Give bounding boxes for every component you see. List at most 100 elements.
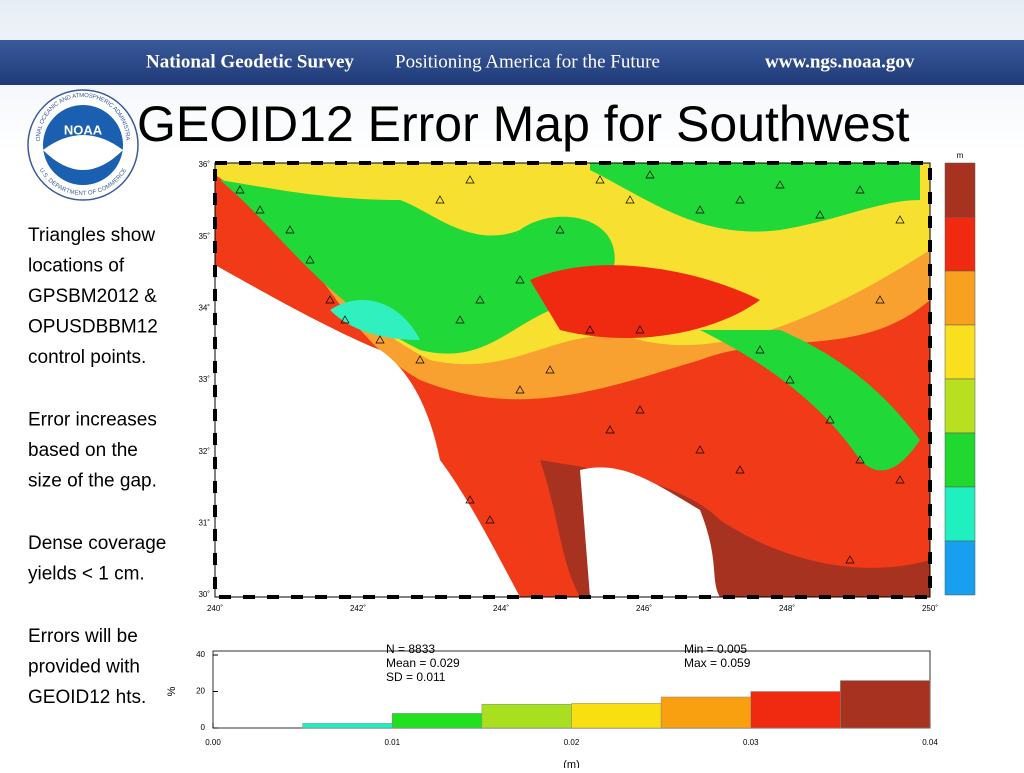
map-x-tick-label: 242˚	[350, 604, 366, 613]
control-point	[555, 225, 565, 234]
y-tick-label: 0	[201, 723, 206, 732]
colorbar-swatch	[944, 486, 976, 542]
control-point	[325, 295, 335, 304]
control-point	[515, 275, 525, 284]
map-y-tick-label: 33˚	[198, 375, 210, 384]
note-line: GEOID12 hts.	[28, 687, 146, 708]
y-axis-label: %	[166, 686, 178, 696]
control-point	[625, 195, 635, 204]
colorbar-swatch	[944, 324, 976, 380]
control-point	[415, 355, 425, 364]
map-zone	[330, 300, 420, 340]
note-line: GPSBM2012 &	[28, 286, 157, 307]
note-line: size of the gap.	[28, 471, 157, 492]
control-point	[545, 365, 555, 374]
map-zone	[590, 163, 920, 232]
bar	[481, 704, 572, 729]
control-point	[340, 315, 350, 324]
map-y-tick-label: 32˚	[198, 447, 210, 456]
control-point	[755, 345, 765, 354]
control-point	[235, 185, 245, 194]
control-point	[465, 495, 475, 504]
map-zone	[530, 265, 760, 339]
x-axis-label: (m)	[563, 759, 580, 768]
map-y-tick-label: 31˚	[198, 518, 210, 527]
control-point	[855, 185, 865, 194]
colorbar-swatch	[944, 432, 976, 488]
control-point	[435, 195, 445, 204]
logo-bird	[43, 135, 123, 170]
control-point	[285, 225, 295, 234]
control-point	[305, 255, 315, 264]
control-point	[255, 205, 265, 214]
note-line: Triangles show	[28, 225, 155, 246]
tagline: Positioning America for the Future	[395, 51, 660, 72]
control-point	[455, 315, 465, 324]
note-line: locations of	[28, 256, 125, 277]
map: m 240˚ 242˚ 244˚ 246˚ 248˚ 250˚ 36˚ 35˚ 34˚ 33˚ 32…	[198, 151, 976, 613]
note-line: yields < 1 cm.	[28, 564, 145, 585]
map-y-tick-label: 30˚	[198, 590, 210, 599]
colorbar-swatch	[944, 270, 976, 326]
control-point	[515, 385, 525, 394]
map-x-tick-label: 250˚	[922, 604, 938, 613]
control-point	[895, 215, 905, 224]
y-tick-label: 40	[196, 650, 205, 659]
control-point	[465, 175, 475, 184]
x-tick-label: 0.02	[564, 738, 580, 747]
note-line: Errors will be	[28, 626, 138, 647]
control-point	[775, 180, 785, 189]
map-x-tick-label: 240˚	[207, 604, 223, 613]
control-point	[735, 465, 745, 474]
map-zone	[700, 330, 920, 471]
x-tick-label: 0.01	[384, 738, 400, 747]
control-point	[485, 515, 495, 524]
bar	[302, 723, 393, 729]
map-x-tick-label: 244˚	[493, 604, 509, 613]
control-point	[645, 170, 655, 179]
control-point	[635, 405, 645, 414]
control-point	[825, 415, 835, 424]
control-point	[695, 445, 705, 454]
control-point	[895, 475, 905, 484]
control-point	[815, 210, 825, 219]
bar	[571, 703, 662, 729]
control-point	[605, 425, 615, 434]
colorbar-swatch	[944, 540, 976, 596]
note-line: control points.	[28, 347, 146, 368]
note-line: Error increases	[28, 410, 157, 431]
bar	[660, 696, 751, 729]
map-zone	[220, 180, 615, 354]
annotation: Min = 0.005	[684, 642, 747, 656]
map-frame	[214, 162, 931, 598]
control-point	[595, 175, 605, 184]
note-line: provided with	[28, 657, 140, 678]
control-point	[735, 195, 745, 204]
map-mexico	[215, 265, 520, 597]
logo-text: NOAA	[64, 122, 103, 137]
map-x-tick-label: 248˚	[779, 604, 795, 613]
map-x-tick-label: 246˚	[636, 604, 652, 613]
notes: Triangles show locations of GPSBM2012 & OPU…	[28, 225, 166, 708]
note-line: based on the	[28, 440, 138, 461]
x-tick-label: 0.03	[743, 738, 759, 747]
control-point	[785, 375, 795, 384]
colorbar-unit: m	[957, 151, 964, 160]
colorbar-swatch	[944, 162, 976, 218]
annotation: Max = 0.059	[684, 656, 751, 670]
note-line: Dense coverage	[28, 533, 166, 554]
annotation: SD = 0.011	[386, 670, 446, 684]
header-bar	[0, 40, 1024, 85]
control-point	[475, 295, 485, 304]
colorbar-swatch	[944, 378, 976, 434]
map-y-tick-label: 34˚	[198, 303, 210, 312]
map-mexico	[580, 467, 720, 597]
colorbar-swatch	[944, 216, 976, 272]
control-point	[695, 205, 705, 214]
control-point	[585, 325, 595, 334]
annotation: N = 8833	[386, 642, 435, 656]
url: www.ngs.noaa.gov	[765, 51, 915, 72]
map-field	[215, 163, 930, 597]
histogram: 0 20 40 0.00 0.01 0.02 0.03 0.04% (m) N = 8833Mea…	[166, 642, 938, 771]
